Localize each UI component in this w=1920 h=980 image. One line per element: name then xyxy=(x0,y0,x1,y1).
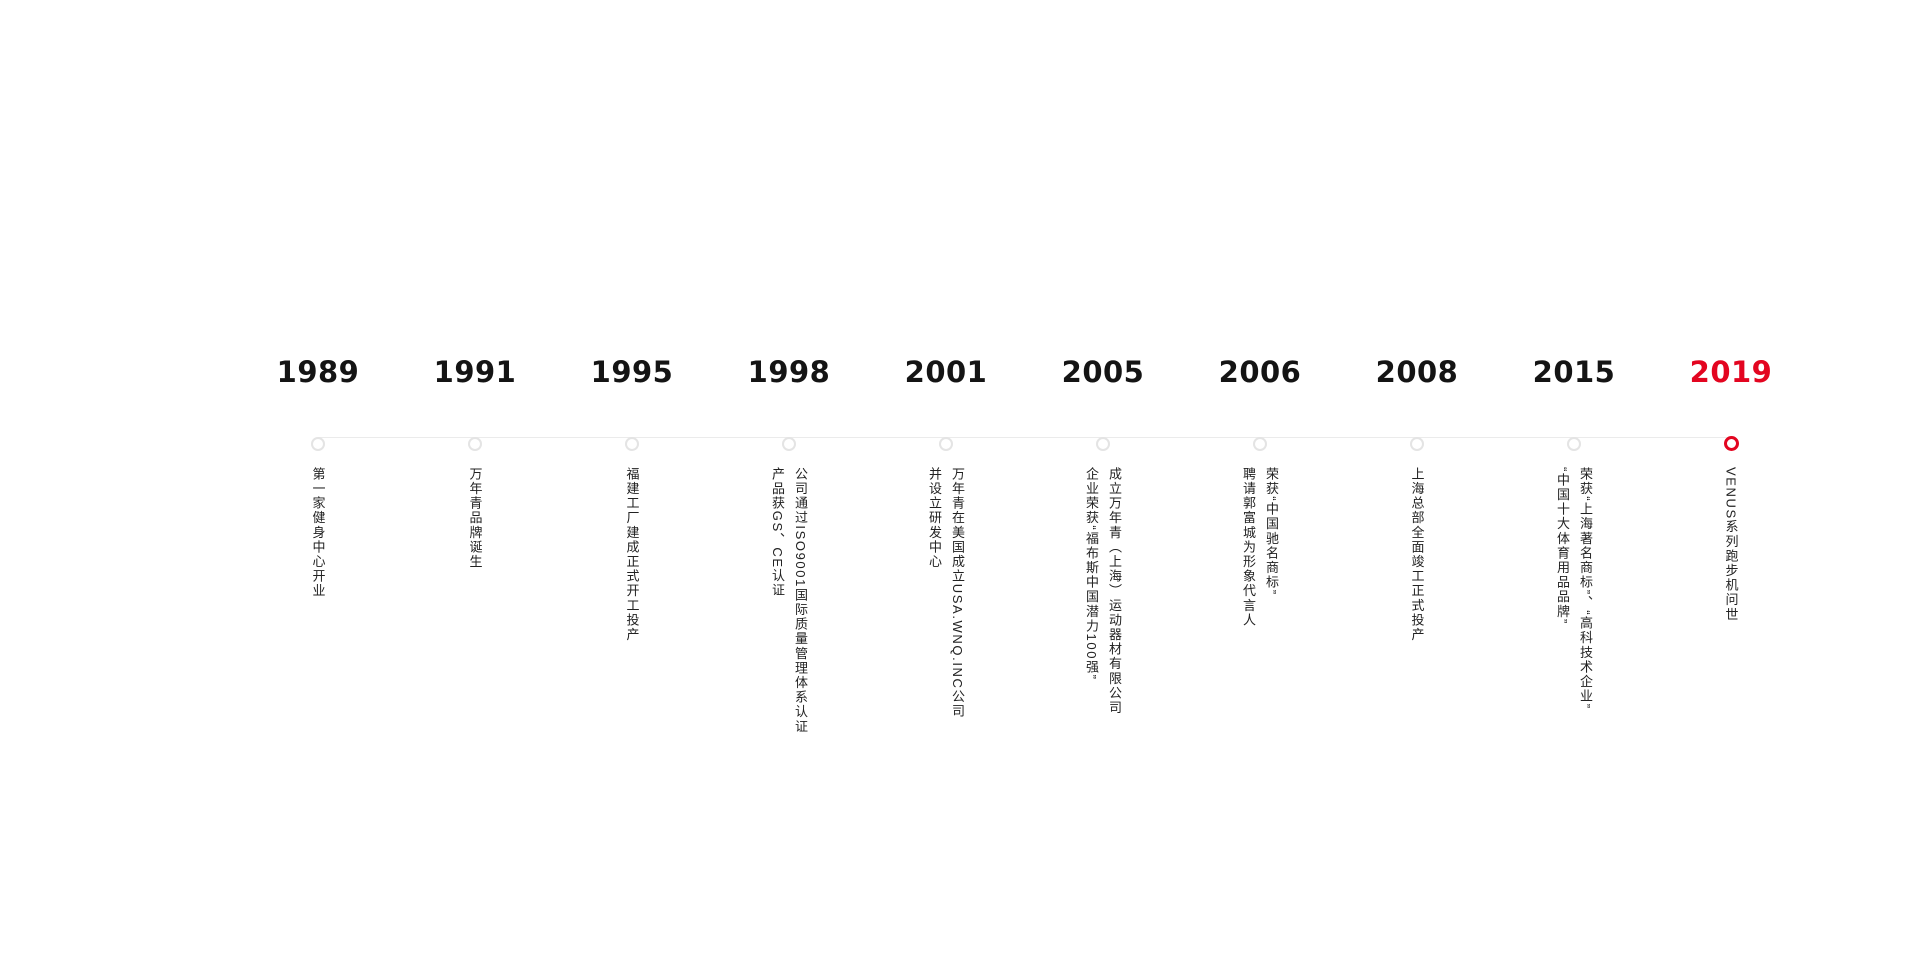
milestone-description-line: 万年青在美国成立USA.WNQ.INC公司 xyxy=(950,467,965,719)
milestone-dot-icon[interactable] xyxy=(625,437,639,451)
milestone-description-line: “中国十大体育用品品牌” xyxy=(1555,467,1570,625)
milestone-description-line: 万年青品牌诞生 xyxy=(467,467,483,570)
milestone-description-line: 荣获“上海著名商标”、“高科技术企业” xyxy=(1578,467,1593,710)
milestone-description-line: 荣获“中国驰名商标” xyxy=(1264,467,1279,596)
milestone-year: 1989 xyxy=(276,355,360,389)
milestone-year: 2008 xyxy=(1375,355,1459,389)
milestone-description-line: 公司通过ISO9001国际质量管理体系认证 xyxy=(793,467,808,734)
milestone-description-line: 成立万年青（上海）运动器材有限公司 xyxy=(1107,467,1122,716)
milestone-dot-icon[interactable] xyxy=(1253,437,1267,451)
milestone-year: 1998 xyxy=(747,355,831,389)
milestone-description-line: 并设立研发中心 xyxy=(927,467,942,570)
milestone-dot-icon[interactable] xyxy=(1096,437,1110,451)
milestone-year: 1995 xyxy=(590,355,674,389)
milestone-year: 2005 xyxy=(1061,355,1145,389)
milestone-description: 荣获“上海著名商标”、“高科技术企业” “中国十大体育用品品牌” xyxy=(1554,467,1594,710)
milestone-year: 2006 xyxy=(1218,355,1302,389)
milestone-description-line: 上海总部全面竣工正式投产 xyxy=(1409,467,1425,643)
timeline-rail xyxy=(318,437,1731,438)
milestone-description: 荣获“中国驰名商标” 聘请郭富城为形象代言人 xyxy=(1240,467,1280,628)
milestone-year: 2015 xyxy=(1532,355,1616,389)
milestone-dot-icon[interactable] xyxy=(468,437,482,451)
milestone-description: 第一家健身中心开业 xyxy=(310,467,327,598)
milestone-year: 2019 xyxy=(1689,355,1773,389)
milestone-description-line: 产品获GS、CE认证 xyxy=(770,467,785,598)
milestone-dot-icon[interactable] xyxy=(1410,437,1424,451)
milestone-description-line: 第一家健身中心开业 xyxy=(310,467,326,599)
milestone-dot-active-icon[interactable] xyxy=(1723,436,1739,451)
milestone-description: 成立万年青（上海）运动器材有限公司 企业荣获“福布斯中国潜力100强” xyxy=(1083,467,1123,715)
milestone-description: 万年青品牌诞生 xyxy=(467,467,484,569)
milestone-description: 万年青在美国成立USA.WNQ.INC公司 并设立研发中心 xyxy=(926,467,966,719)
milestone-year: 2001 xyxy=(904,355,988,389)
milestone-description-line: 企业荣获“福布斯中国潜力100强” xyxy=(1084,467,1099,681)
milestone-dot-icon[interactable] xyxy=(782,437,796,451)
milestone-description-line: VENUS系列跑步机问世 xyxy=(1723,467,1739,622)
milestone-description-line: 福建工厂建成正式开工投产 xyxy=(624,467,640,643)
milestone-description-line: 聘请郭富城为形象代言人 xyxy=(1241,467,1256,628)
milestone-year: 1991 xyxy=(433,355,517,389)
milestone-description: 公司通过ISO9001国际质量管理体系认证 产品获GS、CE认证 xyxy=(769,467,809,734)
milestone-description: 福建工厂建成正式开工投产 xyxy=(624,467,641,642)
milestone-dot-icon[interactable] xyxy=(939,437,953,451)
milestone-description: VENUS系列跑步机问世 xyxy=(1723,467,1740,622)
milestone-dot-icon[interactable] xyxy=(1567,437,1581,451)
milestone-description: 上海总部全面竣工正式投产 xyxy=(1409,467,1426,642)
milestone-dot-icon[interactable] xyxy=(311,437,325,451)
